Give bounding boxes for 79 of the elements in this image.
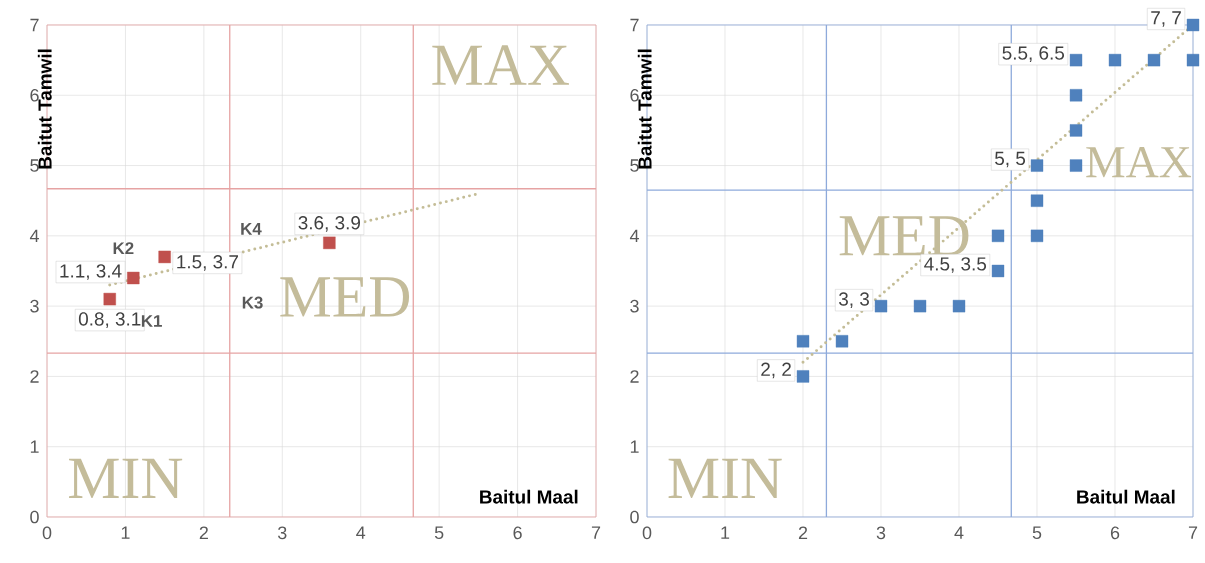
y-tick-label: 0 [30, 510, 39, 524]
x-tick-label: 2 [798, 526, 808, 539]
x-axis-title: Baitul Maal [480, 489, 578, 504]
point [796, 370, 810, 383]
point [1069, 159, 1083, 172]
point [991, 264, 1005, 278]
point [991, 229, 1005, 243]
data-label: 2, 2 [761, 362, 791, 379]
point [323, 236, 336, 250]
y-tick-label: 2 [630, 370, 639, 383]
point [127, 271, 140, 285]
point [913, 299, 927, 313]
data-label: 4.5, 3.5 [924, 257, 987, 273]
data-label: 3.6, 3.9 [298, 216, 361, 232]
x-tick-label: 7 [1188, 526, 1198, 539]
x-tick-label: 4 [954, 526, 964, 539]
annotation: MIN [69, 458, 183, 498]
y-tick-label: 4 [29, 229, 39, 243]
annotation: K2 [113, 242, 134, 255]
data-label: 3, 3 [839, 292, 869, 308]
x-axis-title: Baitul Maal [1077, 489, 1175, 504]
point [1108, 53, 1122, 67]
x-tick-label: 2 [199, 526, 208, 539]
y-tick-label: 3 [630, 299, 639, 313]
point [1147, 53, 1161, 67]
y-tick-label: 2 [30, 370, 39, 383]
annotation: MED [839, 216, 969, 256]
y-tick-label: 0 [630, 510, 639, 524]
y-axis-title: Baitut Tamwil [637, 49, 652, 169]
point [1069, 124, 1083, 137]
annotation: K4 [241, 222, 262, 235]
x-tick-label: 0 [642, 526, 652, 540]
data-label: 1.1, 3.4 [60, 264, 122, 280]
annotation: MAX [1086, 146, 1192, 178]
x-tick-label: 6 [1110, 526, 1120, 540]
data-label: 5, 5 [995, 151, 1026, 168]
point [103, 292, 116, 306]
x-tick-label: 4 [356, 526, 366, 539]
point [1186, 53, 1200, 67]
x-tick-label: 3 [278, 526, 287, 540]
y-tick-label: 6 [30, 88, 39, 102]
point [874, 299, 888, 313]
y-axis-title: Baitut Tamwil [37, 49, 52, 169]
point [1030, 194, 1044, 207]
data-label: 5.5, 6.5 [1002, 46, 1065, 62]
y-tick-label: 3 [30, 299, 39, 313]
y-tick-label: 7 [630, 18, 639, 32]
annotation: MIN [668, 458, 782, 498]
point [1186, 18, 1200, 32]
annotation: MED [280, 277, 410, 317]
annotation: K3 [242, 296, 263, 309]
data-label: 7, 7 [1151, 11, 1181, 27]
y-tick-label: 5 [30, 159, 39, 172]
data-label: 0.8, 3.1 [78, 312, 141, 328]
point [952, 299, 966, 313]
data-label: 1.5, 3.7 [177, 255, 238, 271]
x-tick-label: 6 [513, 526, 522, 540]
y-tick-label: 4 [629, 229, 639, 243]
point [1030, 229, 1044, 243]
point [835, 335, 849, 348]
x-tick-label: 5 [434, 526, 444, 539]
point [1069, 53, 1083, 67]
point [1030, 159, 1044, 172]
point [1069, 89, 1083, 102]
y-tick-label: 7 [30, 18, 39, 32]
x-tick-label: 7 [591, 526, 601, 539]
x-tick-label: 0 [42, 526, 52, 540]
y-tick-label: 5 [630, 159, 639, 172]
x-tick-label: 1 [121, 526, 130, 539]
y-tick-label: 1 [30, 440, 39, 453]
x-tick-label: 5 [1032, 526, 1042, 539]
annotation: K1 [141, 315, 162, 327]
x-tick-label: 3 [876, 526, 886, 540]
y-tick-label: 6 [630, 88, 639, 102]
y-tick-label: 1 [630, 440, 639, 453]
x-tick-label: 1 [721, 526, 730, 539]
point [796, 335, 810, 348]
point [158, 250, 171, 264]
annotation: MAX [432, 45, 569, 85]
